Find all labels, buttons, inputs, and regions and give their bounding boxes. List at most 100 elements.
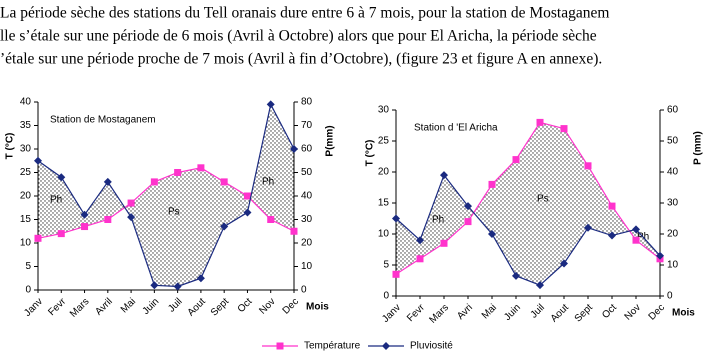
y-tick-label: 25 (378, 136, 390, 147)
marker-square (57, 230, 65, 238)
y2-tick-label: 0 (301, 285, 307, 296)
x-tick-label: Nov (257, 296, 277, 316)
x-tick-label: Juin (502, 302, 523, 323)
series-line (37, 102, 295, 288)
y2-tick-label: 70 (301, 120, 313, 131)
y2-tick-label: 40 (667, 167, 679, 178)
x-tick-label: Fevr (405, 302, 427, 324)
marker-square (440, 239, 448, 247)
marker-diamond (440, 171, 448, 180)
y-tick-label: 30 (378, 105, 390, 116)
marker-square (392, 270, 400, 278)
x-tick-label: Juil (529, 302, 547, 320)
x-tick-label: Mai (480, 302, 499, 321)
y-tick-label: 0 (383, 291, 389, 302)
x-tick-label: Aout (186, 296, 208, 318)
x-tick-label: Mai (119, 296, 138, 315)
y2-tick-label: 50 (667, 136, 679, 147)
marker-square (560, 125, 568, 133)
marker-square (81, 223, 89, 231)
marker-square (104, 216, 112, 223)
y-tick-label: 5 (25, 261, 31, 272)
y2-tick-label: 40 (301, 191, 313, 202)
marker-square (150, 178, 158, 186)
marker-square (174, 169, 182, 176)
marker-square (34, 234, 42, 242)
y2-tick-label: 30 (667, 198, 679, 209)
marker-diamond (196, 274, 205, 283)
y2-tick-label: 20 (301, 238, 313, 249)
y-tick-label: 40 (20, 97, 32, 108)
marker-diamond (103, 177, 112, 186)
paragraph-line: lle s’étale sur une période de 6 mois (A… (0, 28, 597, 45)
x-tick-label: Sept (573, 302, 595, 324)
series-line (395, 173, 661, 286)
marker-diamond (243, 208, 252, 217)
x-tick-label: Janv (380, 302, 403, 325)
x-tick-label: Oct (600, 302, 619, 321)
marker-square (290, 227, 298, 235)
y-tick-label: 20 (20, 191, 32, 202)
hatch-area (38, 104, 294, 287)
x-tick-label: Dec (281, 296, 301, 316)
legend-label: Température (304, 341, 361, 352)
annotation: Ph (262, 177, 274, 188)
annotation: Ph (50, 195, 62, 206)
y-tick-label: 10 (20, 238, 32, 249)
marker-diamond (536, 281, 544, 290)
marker-square (512, 156, 520, 164)
marker-square (416, 255, 424, 263)
x-tick-label: Janv (22, 296, 45, 319)
marker-square (267, 216, 275, 223)
annotation: Ps (537, 194, 549, 205)
y-axis-label: T (°C) (365, 140, 376, 167)
marker-square (608, 202, 616, 210)
y-tick-label: 15 (20, 214, 32, 225)
x-axis-label: Mois (306, 302, 329, 313)
x-tick-label: Avril (93, 296, 114, 317)
marker-diamond (488, 230, 496, 238)
marker-diamond (608, 231, 616, 240)
y2-tick-label: 20 (667, 229, 679, 240)
marker-square (127, 199, 135, 207)
y2-tick-label: 10 (667, 260, 679, 271)
annotation: Ps (168, 207, 180, 218)
marker-diamond (127, 213, 136, 222)
marker-diamond (464, 202, 472, 211)
y2-tick-label: 30 (301, 214, 313, 225)
marker-diamond (266, 100, 275, 109)
annotation: Station de Mostaganem (50, 115, 156, 126)
annotation: Ph (432, 215, 444, 226)
series-line (37, 167, 295, 239)
x-tick-label: Oct (236, 296, 255, 315)
marker-square (464, 218, 472, 226)
marker-square (584, 162, 592, 170)
paragraph-line: ’étale sur une période proche de 7 mois … (0, 51, 602, 68)
marker-diamond (584, 223, 592, 232)
y2-axis-label: P (mm) (693, 131, 704, 165)
y-tick-label: 25 (20, 167, 32, 178)
y-tick-label: 10 (378, 229, 390, 240)
y-axis-label: T (°C) (5, 133, 16, 160)
marker-diamond (150, 281, 159, 290)
x-tick-label: Juil (166, 296, 184, 314)
marker-diamond (632, 225, 640, 234)
marker-square (632, 236, 640, 244)
marker-diamond (220, 222, 229, 231)
marker-square (243, 192, 251, 200)
x-tick-label: Nov (623, 302, 643, 322)
marker-square (220, 178, 228, 186)
y-tick-label: 5 (383, 260, 389, 271)
marker-diamond (80, 210, 89, 219)
marker-square (488, 180, 496, 188)
y2-tick-label: 60 (667, 105, 679, 116)
marker-square (536, 118, 544, 126)
marker-diamond (512, 271, 520, 280)
x-tick-label: Aout (549, 302, 571, 324)
y2-tick-label: 50 (301, 167, 313, 178)
marker-diamond (656, 251, 664, 260)
y2-tick-label: 10 (301, 261, 313, 272)
marker-diamond (290, 145, 298, 153)
legend-label: Pluviosité (410, 341, 453, 352)
marker-diamond (173, 282, 182, 291)
